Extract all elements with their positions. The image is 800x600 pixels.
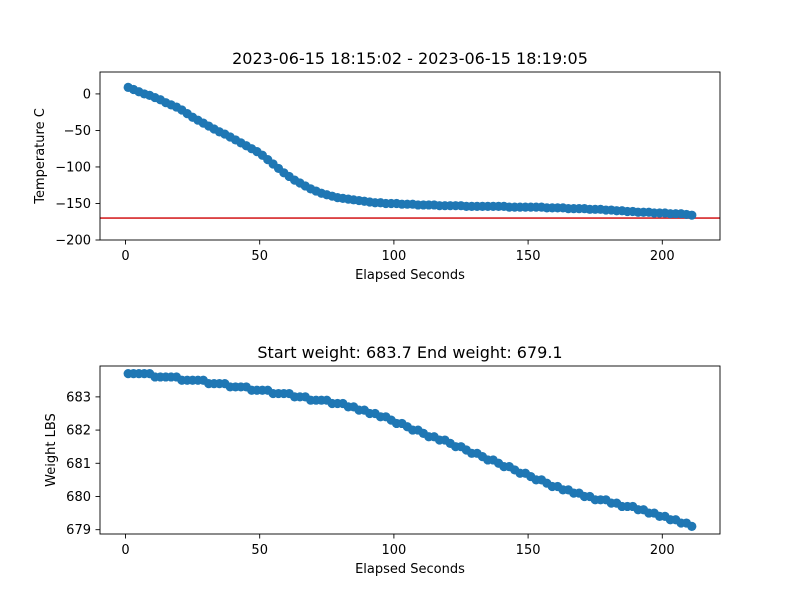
y-tick-label: 0 [83,87,91,102]
x-tick-label: 0 [121,249,129,264]
x-tick-label: 100 [381,543,406,558]
x-tick-label: 100 [381,249,406,264]
data-points [123,82,697,220]
y-tick-label: −50 [64,124,91,139]
y-tick-label: −200 [55,234,91,249]
x-tick-label: 150 [516,249,541,264]
x-tick-label: 150 [516,543,541,558]
x-tick-label: 0 [121,543,129,558]
x-tick-label: 200 [650,249,675,264]
axes-frame [99,365,721,535]
y-tick-label: 683 [66,390,91,405]
data-point [687,521,697,531]
x-axis-label: Elapsed Seconds [355,268,465,283]
y-tick-label: 681 [66,457,91,472]
x-tick-label: 200 [650,543,675,558]
data-point [687,210,697,220]
x-tick-label: 50 [251,543,268,558]
chart-title: 2023-06-15 18:15:02 - 2023-06-15 18:19:0… [232,49,588,68]
x-tick-label: 50 [251,249,268,264]
y-tick-label: −100 [55,160,91,175]
axes-frame [99,71,721,241]
y-tick-label: 680 [66,490,91,505]
y-axis-label: Weight LBS [44,413,59,487]
weight-panel: 0 50 100 150 200 683 682 681 680 679 Start weight:… [44,343,721,577]
y-tick-label: 682 [66,424,91,439]
y-tick-label: 679 [66,523,91,538]
y-tick-label: −150 [55,197,91,212]
data-points [123,369,697,531]
y-axis-label: Temperature C [33,108,48,205]
temperature-panel: 0 50 100 150 200 0 −50 −100 −150 −200 2023-06-15 1… [33,49,721,283]
x-axis-label: Elapsed Seconds [355,562,465,577]
chart-title: Start weight: 683.7 End weight: 679.1 [257,343,562,362]
